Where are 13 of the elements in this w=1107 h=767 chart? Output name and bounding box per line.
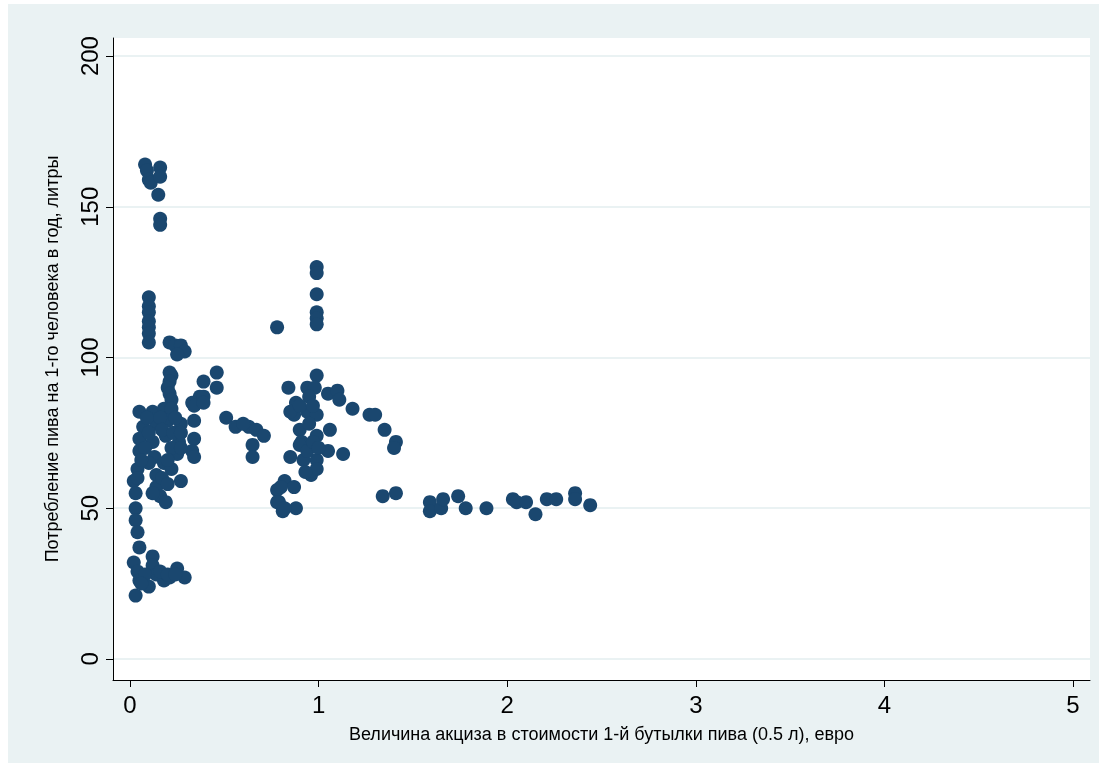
- y-tick-label: 50: [75, 494, 103, 522]
- x-tick-label: 1: [311, 690, 326, 718]
- y-tick-label: 200: [75, 36, 103, 77]
- y-axis-title: Потребление пива на 1-го человека в год, литры: [42, 155, 62, 563]
- x-tick-label: 4: [877, 690, 892, 718]
- x-tick-label: 2: [500, 690, 514, 718]
- y-tick-label: 100: [75, 337, 103, 378]
- x-tick-label: 5: [1066, 690, 1080, 718]
- x-tick-label: 0: [123, 690, 137, 718]
- y-tick-label: 150: [75, 186, 103, 227]
- y-tick-label: 0: [75, 652, 103, 666]
- x-tick-label: 3: [689, 690, 703, 718]
- x-axis-title: Величина акциза в стоимости 1-й бутылки пива (0.5 л), евро: [348, 724, 855, 744]
